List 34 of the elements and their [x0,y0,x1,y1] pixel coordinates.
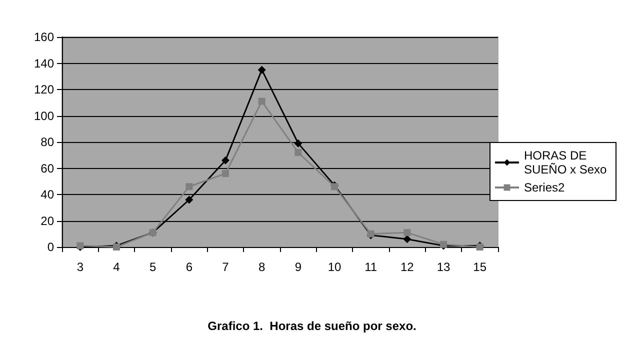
y-tick-label: 40 [40,188,54,202]
y-tick-label: 80 [40,135,54,149]
y-tick-label: 160 [34,30,54,44]
x-tick-label: 10 [328,260,342,274]
x-tick-label: 8 [258,260,266,274]
point [185,196,194,204]
point [403,235,412,244]
x-tick-label: 5 [149,260,156,274]
point [186,183,193,190]
point [222,156,230,164]
x-tick-label: 11 [364,260,378,274]
point [404,229,411,236]
text: Grafico 1. Horas de sueño por sexo. [208,319,416,333]
x-tick-label: 4 [113,260,120,274]
legend-label: Series2 [524,180,566,194]
y-tick-label: 100 [34,108,54,123]
point [294,149,302,156]
x-tick-label: 12 [400,260,414,274]
legend-label: HORAS DE SUEÑO x Sexo [524,148,608,176]
x-tick-label: 9 [294,260,302,274]
x-tick-label: 7 [222,260,230,274]
y-tick-label: 20 [40,214,54,228]
x-tick-label: 3 [76,260,84,274]
y-tick-label: 60 [40,161,54,176]
x-tick-label: 15 [473,260,487,274]
y-tick-label: 0 [47,240,54,254]
point [222,170,229,177]
y-tick-label: 140 [34,56,54,70]
point [258,66,266,74]
x-tick-label: 13 [436,260,450,274]
x-tick-label: 6 [186,260,193,274]
point [258,98,266,105]
y-tick-label: 120 [34,82,54,96]
point [294,139,302,148]
